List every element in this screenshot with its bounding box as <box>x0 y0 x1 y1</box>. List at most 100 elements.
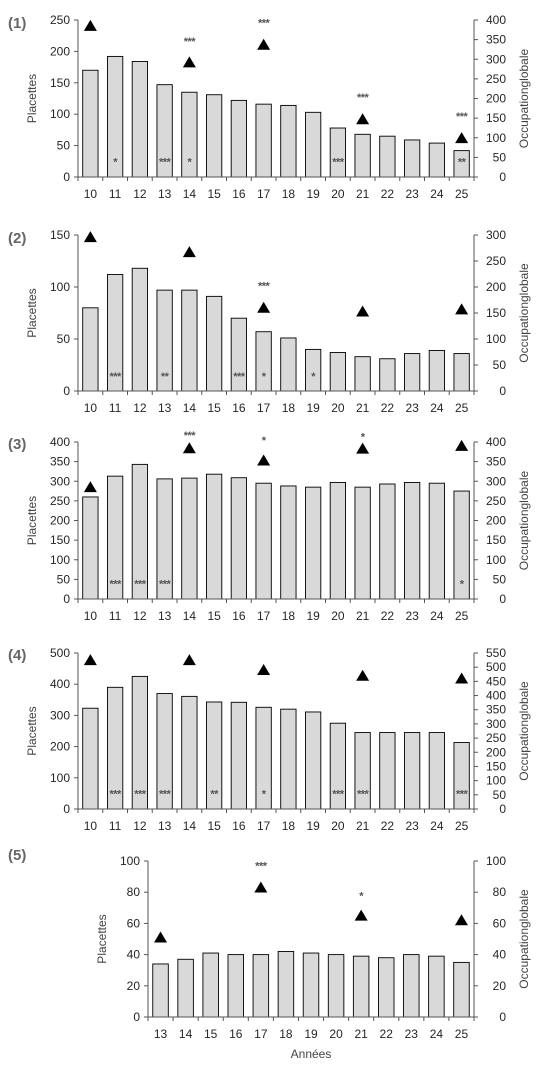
right-tick-label: 250 <box>486 72 506 86</box>
left-tick-label: 50 <box>57 139 71 153</box>
x-tick-label: 13 <box>158 187 172 201</box>
significance-marker-20: *** <box>332 788 345 800</box>
bar-16 <box>230 99 247 178</box>
right-tick-label: 50 <box>493 572 507 586</box>
x-tick-label: 25 <box>455 1027 469 1041</box>
significance-marker-11: *** <box>109 371 122 383</box>
x-tick-label: 10 <box>84 187 98 201</box>
significance-marker-17: *** <box>258 280 271 292</box>
left-tick-label: 80 <box>127 885 141 899</box>
x-tick-label: 23 <box>405 401 419 415</box>
triangle-marker-14 <box>182 246 196 258</box>
x-tick-label: 16 <box>232 187 246 201</box>
left-tick-label: 50 <box>57 572 71 586</box>
right-tick-label: 400 <box>486 435 506 449</box>
chart-panel-1: (1) 0 50 100 150 200 250 0 50 100 150 200 250 300 350 4… <box>8 13 531 201</box>
bar-23 <box>404 481 421 600</box>
x-tick-label: 11 <box>109 401 122 415</box>
x-tick-label: 24 <box>430 609 444 623</box>
left-tick-label: 50 <box>57 332 71 346</box>
x-tick-label: 18 <box>282 819 296 833</box>
x-tick-label: 22 <box>381 609 395 623</box>
left-tick-label: 150 <box>50 533 70 547</box>
x-tick-label: 19 <box>306 609 320 623</box>
significance-marker-17: * <box>262 788 267 800</box>
bar-14 <box>181 477 198 600</box>
x-tick-label: 11 <box>109 819 122 833</box>
triangle-marker-13 <box>154 931 168 943</box>
bar-19 <box>305 111 322 178</box>
triangle-marker-17 <box>257 38 271 50</box>
left-tick-label: 300 <box>50 474 70 488</box>
bar-20 <box>329 352 347 392</box>
right-tick-label: 50 <box>493 358 507 372</box>
triangle-marker-10 <box>83 19 97 31</box>
right-tick-label: 250 <box>486 254 506 268</box>
bar-18 <box>280 485 297 600</box>
significance-marker-21: * <box>359 890 364 902</box>
right-tick-label: 0 <box>499 802 506 816</box>
x-tick-label: 18 <box>279 1027 293 1041</box>
right-tick-label: 100 <box>486 131 506 145</box>
x-tick-label: 11 <box>109 609 122 623</box>
right-tick-label: 300 <box>486 52 506 66</box>
significance-marker-25: *** <box>456 111 469 123</box>
chart-panel-2: (2) 0 50 100 150 0 50 100 150 200 250 300 10 11 12 13 14… <box>8 228 531 415</box>
triangle-marker-25 <box>455 132 469 144</box>
triangle-marker-21 <box>356 669 370 681</box>
right-tick-label: 40 <box>493 948 507 962</box>
right-tick-label: 250 <box>486 494 506 508</box>
bar-18 <box>280 708 297 810</box>
right-tick-label: 550 <box>486 646 506 660</box>
right-tick-label: 50 <box>493 788 507 802</box>
significance-marker-25: ** <box>458 156 467 168</box>
x-tick-label: 12 <box>133 609 147 623</box>
triangle-marker-21 <box>356 305 370 317</box>
right-tick-label: 100 <box>486 774 506 788</box>
x-tick-label: 23 <box>405 1027 419 1041</box>
y2-axis-label: Occupationglobale <box>517 681 531 781</box>
panel-label: (3) <box>8 436 26 453</box>
bar-14 <box>181 695 198 810</box>
y-axis-label: Placettes <box>25 706 39 755</box>
y-axis-label: Placettes <box>25 496 39 545</box>
bar-10 <box>82 496 99 600</box>
panel-label: (2) <box>8 230 26 247</box>
significance-marker-13: *** <box>159 788 172 800</box>
bar-13 <box>152 963 169 1018</box>
x-tick-label: 19 <box>306 187 320 201</box>
right-tick-label: 200 <box>486 745 506 759</box>
x-tick-label: 19 <box>306 819 320 833</box>
triangle-marker-14 <box>182 56 196 68</box>
bar-15 <box>205 473 223 600</box>
bar-21 <box>354 356 371 392</box>
left-tick-label: 0 <box>63 802 70 816</box>
x-tick-label: 13 <box>158 819 172 833</box>
x-tick-label: 20 <box>331 187 345 201</box>
triangle-marker-25 <box>454 914 468 926</box>
left-tick-label: 400 <box>50 435 70 449</box>
significance-marker-21: *** <box>357 788 370 800</box>
bar-21 <box>352 955 370 1018</box>
bar-14 <box>177 958 194 1018</box>
right-tick-label: 400 <box>486 689 506 703</box>
bar-20 <box>327 954 345 1018</box>
x-tick-label: 19 <box>306 401 320 415</box>
significance-marker-16: *** <box>233 371 246 383</box>
right-tick-label: 60 <box>493 916 507 930</box>
left-tick-label: 100 <box>50 553 70 567</box>
x-tick-label: 22 <box>381 819 395 833</box>
y2-axis-label: Occupationglobale <box>517 263 531 363</box>
significance-marker-17: * <box>262 435 267 447</box>
bar-19 <box>305 711 322 810</box>
x-tick-label: 18 <box>282 401 296 415</box>
bar-10 <box>82 307 99 392</box>
left-tick-label: 150 <box>50 228 70 242</box>
bar-16 <box>230 477 247 600</box>
right-tick-label: 0 <box>499 1010 506 1024</box>
x-tick-label: 11 <box>109 187 122 201</box>
x-tick-label: 18 <box>282 609 296 623</box>
x-tick-label: 25 <box>455 401 469 415</box>
bar-23 <box>404 139 421 178</box>
left-tick-label: 0 <box>133 1010 140 1024</box>
